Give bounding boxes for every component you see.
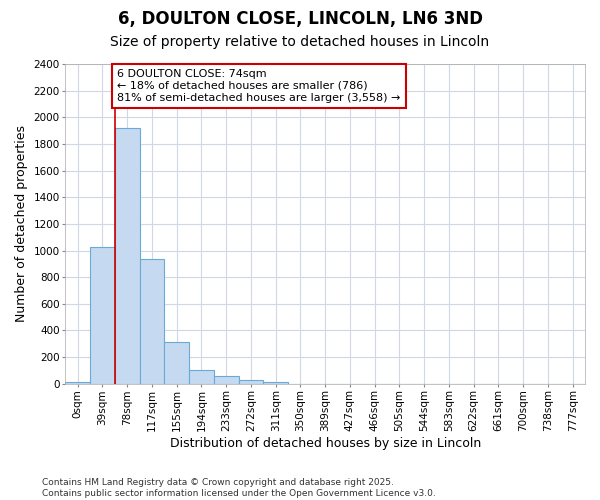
Bar: [263, 382, 288, 384]
Text: 6, DOULTON CLOSE, LINCOLN, LN6 3ND: 6, DOULTON CLOSE, LINCOLN, LN6 3ND: [118, 10, 482, 28]
Bar: [189, 370, 214, 384]
Bar: [164, 342, 189, 384]
Bar: [239, 380, 263, 384]
Text: Contains HM Land Registry data © Crown copyright and database right 2025.
Contai: Contains HM Land Registry data © Crown c…: [42, 478, 436, 498]
Bar: [65, 382, 90, 384]
Bar: [214, 376, 239, 384]
Y-axis label: Number of detached properties: Number of detached properties: [15, 126, 28, 322]
Text: Size of property relative to detached houses in Lincoln: Size of property relative to detached ho…: [110, 35, 490, 49]
Bar: [115, 128, 140, 384]
X-axis label: Distribution of detached houses by size in Lincoln: Distribution of detached houses by size …: [170, 437, 481, 450]
Bar: [90, 246, 115, 384]
Bar: [140, 258, 164, 384]
Text: 6 DOULTON CLOSE: 74sqm
← 18% of detached houses are smaller (786)
81% of semi-de: 6 DOULTON CLOSE: 74sqm ← 18% of detached…: [118, 70, 401, 102]
